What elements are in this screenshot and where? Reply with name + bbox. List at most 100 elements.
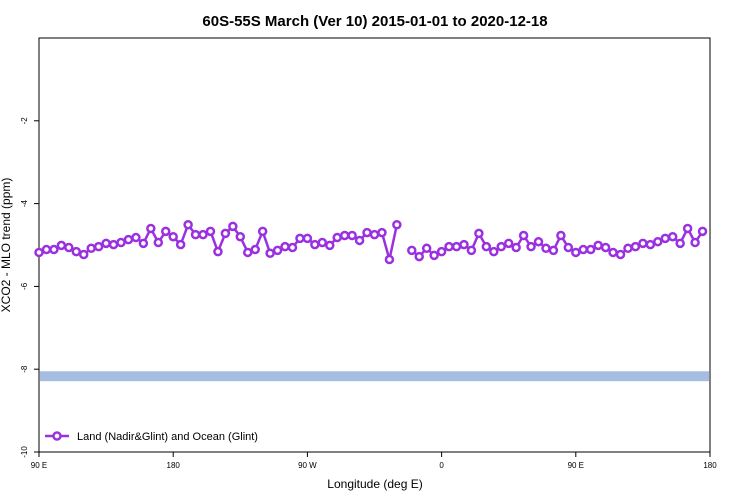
series-marker	[101, 238, 111, 249]
series-marker	[71, 246, 82, 257]
series-marker	[667, 231, 678, 242]
series-marker	[295, 233, 305, 244]
legend-marker	[52, 431, 62, 441]
legend-label: Land (Nadir&Glint) and Ocean (Glint)	[77, 431, 258, 443]
series-marker	[265, 248, 275, 259]
series-marker	[272, 245, 283, 256]
series-marker	[585, 244, 596, 255]
y-tick-label: -4	[20, 199, 29, 207]
series-marker	[146, 223, 156, 234]
series-marker	[593, 240, 603, 251]
series-marker	[354, 235, 365, 246]
series-marker	[49, 244, 59, 255]
series-marker	[213, 246, 223, 257]
series-marker	[563, 242, 574, 253]
series-marker	[168, 231, 178, 242]
series-marker	[660, 233, 671, 244]
series-marker	[675, 238, 685, 249]
series-marker	[220, 228, 231, 239]
series-marker	[421, 243, 432, 254]
series-marker	[474, 228, 484, 239]
series-marker	[503, 238, 514, 249]
series-marker	[436, 246, 447, 257]
series-marker	[339, 230, 350, 241]
series-marker	[310, 239, 320, 250]
series-marker	[235, 231, 246, 242]
series-marker	[414, 251, 424, 262]
series-marker	[325, 240, 335, 251]
series-marker	[429, 250, 439, 261]
series-marker	[518, 230, 529, 241]
series-marker	[34, 247, 44, 258]
x-tick-label: 0	[439, 461, 444, 470]
series-marker	[466, 245, 477, 256]
series-marker	[481, 241, 492, 252]
y-tick-label: -6	[20, 282, 29, 290]
series-marker	[362, 227, 372, 238]
series-marker	[257, 226, 268, 237]
series-marker	[511, 242, 521, 253]
series-marker	[369, 229, 380, 240]
series-marker	[638, 238, 648, 249]
series-marker	[623, 243, 633, 254]
series-marker	[302, 233, 313, 244]
series-marker	[332, 232, 342, 243]
band	[40, 371, 709, 382]
series-marker	[548, 245, 559, 256]
series-marker	[384, 254, 395, 265]
series-marker	[392, 219, 402, 230]
x-tick-label: 180	[703, 461, 717, 470]
x-tick-label: 90 E	[31, 461, 47, 470]
series-marker	[198, 229, 208, 240]
chart-title: 60S-55S March (Ver 10) 2015-01-01 to 202…	[202, 13, 547, 30]
series-marker	[615, 249, 626, 260]
x-tick-label: 180	[167, 461, 181, 470]
series-marker	[653, 236, 663, 247]
series-marker	[451, 241, 462, 252]
series-marker	[116, 237, 126, 248]
series-marker	[160, 226, 171, 237]
series-marker	[243, 247, 253, 258]
series-marker	[183, 219, 193, 230]
series-marker	[496, 241, 506, 252]
series-marker	[86, 243, 96, 254]
series-marker	[578, 244, 589, 255]
series-marker	[533, 236, 544, 247]
series-marker	[489, 246, 499, 257]
series-marker	[697, 226, 708, 237]
series-marker	[444, 241, 454, 252]
plot-frame	[38, 37, 711, 453]
series-marker	[108, 239, 119, 250]
series-marker	[526, 241, 536, 252]
series-marker	[377, 227, 387, 238]
x-axis-label: Longitude (deg E)	[327, 477, 422, 491]
series-marker	[205, 226, 216, 237]
series-marker	[690, 237, 700, 248]
x-tick-label: 90 E	[568, 461, 584, 470]
series-marker	[541, 243, 551, 254]
y-tick-label: -8	[20, 365, 29, 373]
series-marker	[682, 223, 693, 234]
series-marker	[123, 234, 134, 245]
series-marker	[600, 242, 611, 253]
series-marker	[175, 239, 186, 250]
series-marker	[287, 242, 298, 253]
series-marker	[317, 237, 328, 248]
series-marker	[131, 232, 141, 243]
y-axis-label: XCO2 - MLO trend (ppm)	[0, 178, 13, 313]
series-marker	[190, 229, 201, 240]
y-tick-label: -10	[20, 446, 29, 458]
series-marker	[93, 241, 104, 252]
series-marker	[459, 239, 469, 250]
series-marker	[78, 249, 89, 260]
series-marker	[630, 241, 641, 252]
series-marker	[645, 239, 656, 250]
series-marker	[56, 240, 67, 251]
series-marker	[347, 230, 357, 241]
series-marker	[41, 244, 52, 255]
series-marker	[153, 237, 164, 248]
series-marker	[250, 244, 260, 255]
y-tick-label: -2	[20, 117, 29, 125]
series-marker	[556, 230, 566, 241]
